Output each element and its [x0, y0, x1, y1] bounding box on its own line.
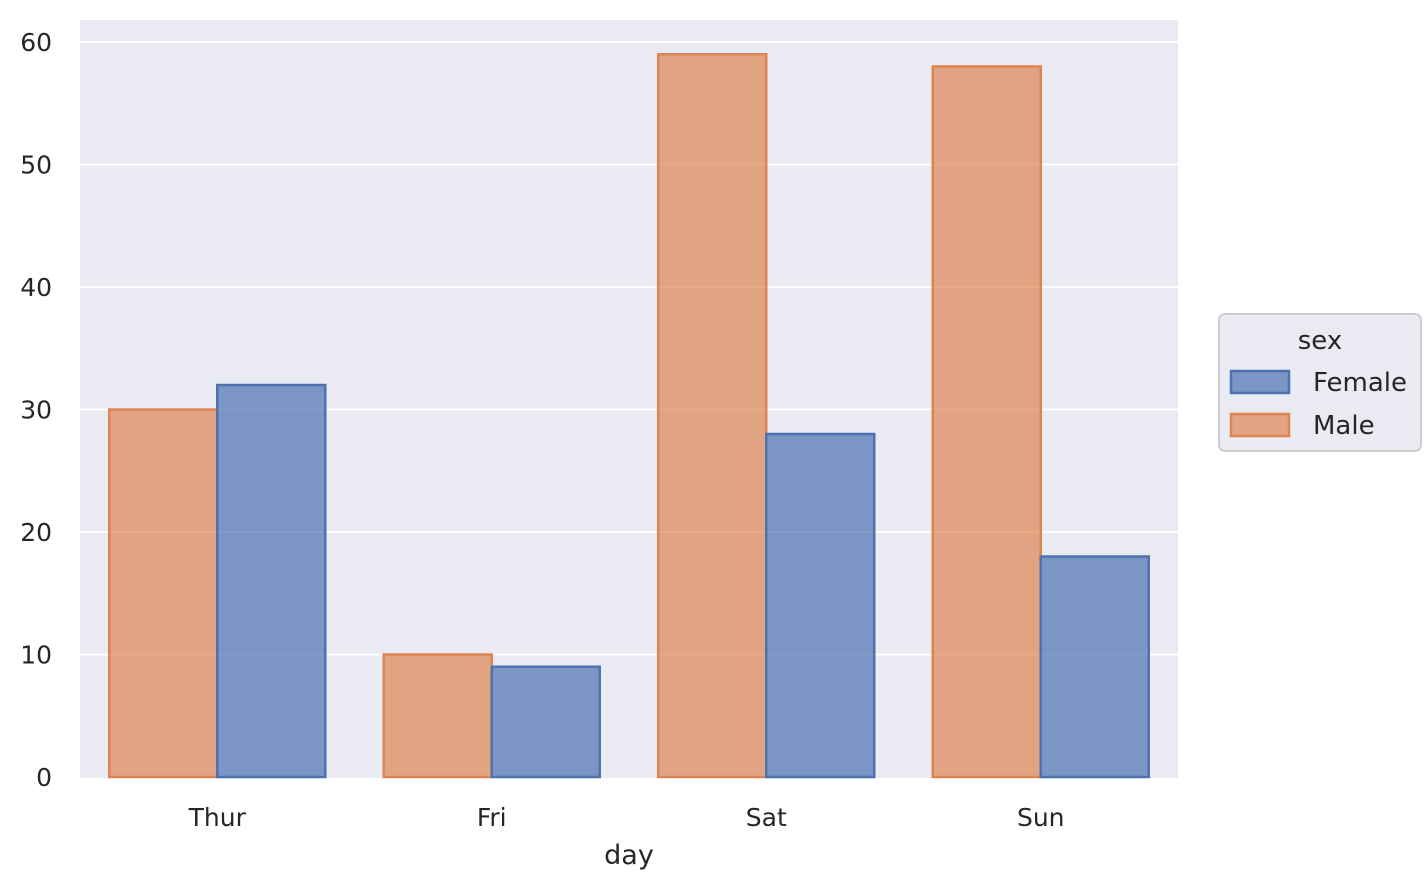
x-tick-label: Sat — [746, 803, 787, 832]
bar-male-sat — [657, 53, 768, 779]
y-tick-label: 40 — [20, 273, 52, 302]
x-tick-label: Thur — [188, 803, 247, 832]
x-tick-label: Fri — [477, 803, 507, 832]
bar-male-thur — [108, 408, 219, 779]
legend-swatch-female — [1229, 369, 1291, 395]
x-axis-label: day — [604, 840, 654, 871]
y-tick-label: 50 — [20, 151, 52, 180]
bar-female-fri — [490, 665, 601, 779]
legend-entries: Female Male — [1229, 368, 1407, 441]
bars — [108, 53, 1150, 779]
y-tick-label: 30 — [20, 396, 52, 425]
y-tick-label: 20 — [20, 518, 52, 547]
y-tick-label: 0 — [36, 763, 52, 792]
legend-swatch-male — [1229, 412, 1291, 438]
bar-male-sun — [931, 65, 1042, 779]
y-axis-ticks: 0 10 20 30 40 50 60 — [20, 28, 52, 792]
bar-female-sun — [1039, 555, 1150, 779]
x-tick-label: Sun — [1017, 803, 1065, 832]
y-tick-label: 60 — [20, 28, 52, 57]
y-tick-label: 10 — [20, 641, 52, 670]
legend: sex Female Male — [1218, 313, 1422, 452]
bar-female-sat — [765, 432, 876, 779]
legend-title: sex — [1298, 326, 1342, 356]
bar-male-fri — [382, 653, 493, 779]
legend-label-female: Female — [1313, 368, 1407, 398]
bar-female-thur — [216, 383, 327, 779]
legend-label-male: Male — [1313, 411, 1375, 441]
x-axis-ticks: Thur Fri Sat Sun — [188, 803, 1065, 832]
